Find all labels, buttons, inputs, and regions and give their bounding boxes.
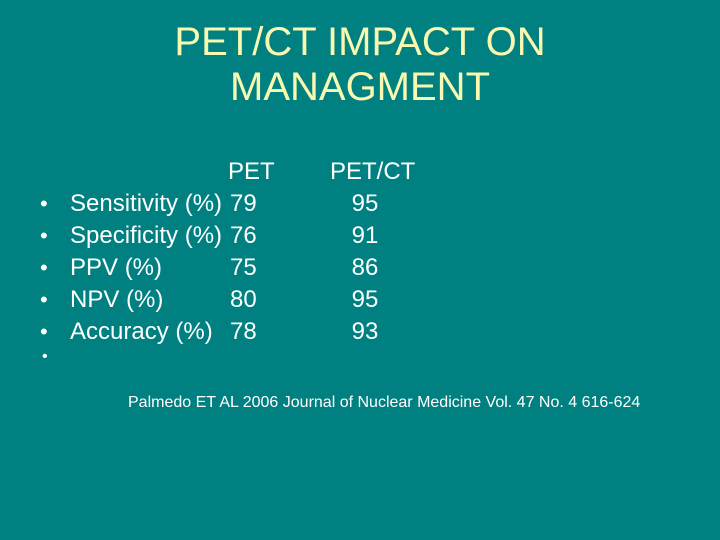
slide-title: PET/CT IMPACT ON MANAGMENT (174, 20, 546, 109)
citation-text: Palmedo ET AL 2006 Journal of Nuclear Me… (128, 394, 641, 411)
table-row: • Specificity (%) 76 91 (0, 220, 720, 252)
pet-column-header: PET (228, 158, 275, 185)
table-header-row: PET PET/CT (0, 156, 720, 188)
pet-value: 76 (230, 222, 257, 249)
bullet-icon: • (40, 319, 48, 344)
table-row: • PPV (%) 75 86 (0, 252, 720, 284)
metric-label: Sensitivity (%) (70, 190, 223, 217)
empty-bullet-icon: • (42, 348, 48, 365)
bullet-icon: • (40, 223, 48, 248)
metric-label: NPV (%) (70, 286, 164, 313)
pet-value: 78 (230, 318, 257, 345)
bullet-icon: • (40, 191, 48, 216)
petct-value: 95 (351, 190, 379, 217)
pet-value: 80 (230, 286, 257, 313)
petct-value: 86 (351, 254, 379, 281)
metric-label: Accuracy (%) (70, 318, 213, 345)
table-row: • NPV (%) 80 95 (0, 284, 720, 316)
table-row: • Sensitivity (%) 79 95 (0, 188, 720, 220)
bullet-icon: • (40, 255, 48, 280)
petct-value: 93 (351, 318, 379, 345)
pet-value: 75 (230, 254, 257, 281)
metric-label: Specificity (%) (70, 222, 223, 249)
table-row: • Accuracy (%) 78 93 (0, 316, 720, 348)
petct-value: 91 (351, 222, 379, 249)
pet-value: 79 (230, 190, 257, 217)
bullet-icon: • (40, 287, 48, 312)
petct-column-header: PET/CT (330, 158, 416, 185)
metric-label: PPV (%) (70, 254, 163, 281)
petct-value: 95 (351, 286, 379, 313)
